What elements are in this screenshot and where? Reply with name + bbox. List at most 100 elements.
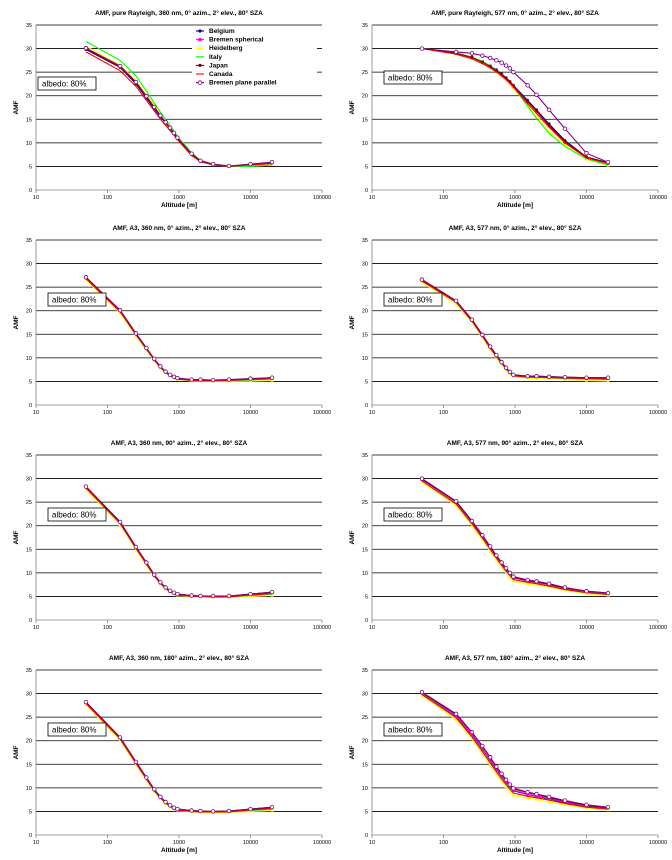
y-axis-label: AMF	[349, 745, 356, 759]
data-point	[175, 135, 180, 140]
x-tick-label: 100	[103, 625, 112, 631]
series-group	[84, 701, 274, 814]
x-tick-label: 10	[369, 195, 375, 201]
x-tick-label: 10	[369, 840, 375, 846]
data-point	[420, 693, 424, 697]
data-point	[563, 588, 567, 592]
data-point	[507, 66, 513, 71]
series-group	[83, 484, 275, 599]
y-tick-label: 25	[26, 715, 32, 721]
legend-marker	[198, 63, 202, 67]
y-tick-label: 0	[365, 618, 368, 624]
y-tick-label: 20	[362, 309, 368, 315]
series-line	[421, 280, 609, 380]
series-line	[85, 277, 273, 382]
data-point	[453, 49, 459, 55]
data-point	[454, 503, 458, 507]
data-point	[269, 589, 275, 595]
data-point	[133, 544, 139, 550]
series-group	[419, 476, 611, 596]
y-tick-label: 30	[26, 477, 32, 483]
data-point	[605, 804, 611, 810]
y-tick-label: 10	[362, 356, 368, 362]
data-point	[152, 572, 157, 577]
data-point	[606, 163, 610, 167]
series-group	[84, 701, 274, 814]
data-point	[535, 109, 539, 113]
series-group	[85, 487, 273, 598]
y-tick-label: 35	[26, 238, 32, 244]
data-point	[507, 369, 513, 375]
x-tick-label: 10000	[579, 840, 594, 846]
y-tick-label: 0	[29, 833, 32, 839]
data-point	[546, 107, 552, 113]
y-tick-label: 15	[362, 762, 368, 768]
series-line	[85, 702, 273, 813]
chart-svg: AMF, A3, 577 nm, 0° azim., 2° elev., 80°…	[349, 224, 667, 416]
data-point	[419, 689, 425, 695]
data-point	[525, 374, 530, 379]
chart-title: AMF, A3, 577 nm, 0° azim., 2° elev., 80°…	[449, 224, 582, 232]
data-point	[525, 83, 530, 88]
data-point	[547, 129, 551, 133]
data-point	[158, 364, 163, 369]
y-tick-label: 25	[26, 285, 32, 291]
data-point	[269, 159, 275, 165]
y-tick-label: 30	[362, 477, 368, 483]
y-tick-label: 15	[362, 117, 368, 123]
data-point	[163, 369, 168, 374]
y-axis-label: AMF	[13, 530, 20, 544]
data-point	[534, 374, 539, 379]
series-group	[421, 280, 609, 381]
data-point	[494, 553, 499, 558]
x-tick-label: 10	[33, 625, 39, 631]
x-axis-label: Altitude [m]	[497, 847, 533, 854]
x-tick-label: 1000	[509, 410, 521, 416]
y-tick-label: 35	[26, 668, 32, 674]
data-point	[500, 774, 504, 778]
annotation-box	[37, 76, 97, 91]
x-tick-label: 100000	[313, 410, 331, 416]
y-tick-label: 35	[26, 453, 32, 459]
data-point	[117, 735, 123, 740]
y-axis-label: AMF	[13, 100, 20, 114]
data-point	[488, 344, 493, 349]
series-group	[420, 46, 610, 167]
data-point	[189, 593, 194, 598]
annotation-box	[47, 292, 107, 307]
series-group	[420, 278, 610, 380]
x-axis-label: Altitude [m]	[497, 202, 533, 209]
chart-panel: AMF, A3, 360 nm, 90° azim., 2° elev., 80…	[0, 430, 336, 645]
y-tick-label: 15	[362, 547, 368, 553]
x-axis-label: Altitude [m]	[161, 202, 197, 209]
data-point	[480, 538, 485, 542]
data-point	[499, 359, 504, 365]
data-point	[158, 580, 163, 585]
y-tick-label: 15	[26, 117, 32, 123]
legend-marker	[198, 46, 202, 50]
y-tick-label: 15	[26, 547, 32, 553]
series-group	[83, 45, 275, 169]
data-point	[511, 574, 516, 579]
data-point	[480, 752, 485, 756]
data-point	[488, 55, 493, 61]
y-tick-label: 20	[26, 739, 32, 745]
annotation-box	[383, 70, 443, 85]
y-tick-label: 30	[362, 47, 368, 53]
y-tick-label: 20	[362, 94, 368, 100]
series-group	[84, 276, 274, 382]
data-point	[469, 317, 475, 322]
data-point	[175, 591, 180, 597]
series-line	[421, 478, 609, 594]
annotation-box	[383, 292, 443, 307]
data-point	[133, 79, 139, 85]
chart-title: AMF, A3, 360 nm, 0° azim., 2° elev., 80°…	[113, 224, 246, 232]
series-line	[85, 701, 273, 812]
legend-entry: Belgium	[209, 28, 235, 35]
chart-svg: AMF, pure Rayleigh, 577 nm, 0° azim., 2°…	[349, 9, 667, 209]
data-point	[480, 743, 485, 749]
y-tick-label: 0	[365, 188, 368, 194]
data-point	[189, 377, 194, 382]
x-tick-label: 100	[103, 410, 112, 416]
data-point	[534, 92, 539, 97]
